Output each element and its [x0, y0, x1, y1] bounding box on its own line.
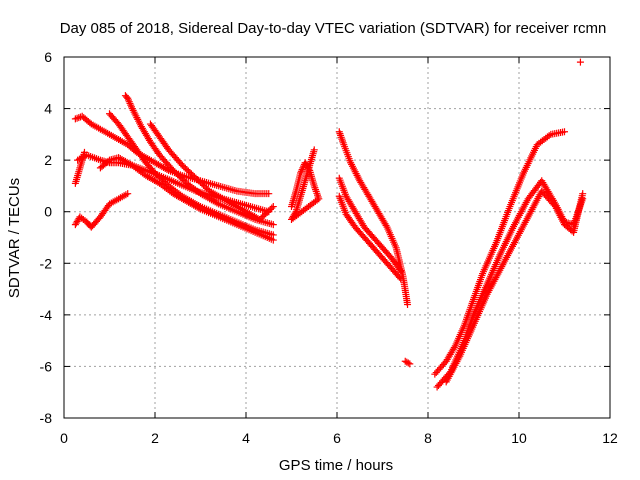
y-tick-label: 2 — [44, 152, 52, 168]
data-point — [269, 221, 277, 229]
data-point — [126, 99, 134, 107]
series-arc-8 — [146, 120, 277, 223]
x-tick-label: 2 — [151, 430, 159, 446]
data-point — [310, 146, 318, 154]
y-tick-label: 0 — [44, 204, 52, 220]
x-axis-label: GPS time / hours — [279, 457, 393, 474]
series-arc-11 — [335, 174, 405, 275]
data-point — [195, 204, 203, 212]
data-point — [382, 221, 390, 229]
x-tick-label: 0 — [60, 430, 68, 446]
data-points — [71, 58, 587, 391]
series-arc-2 — [74, 151, 273, 216]
y-tick-label: 4 — [44, 101, 52, 117]
data-point — [576, 58, 584, 66]
data-point — [269, 236, 277, 244]
data-point — [80, 148, 88, 156]
chart-title: Day 085 of 2018, Sidereal Day-to-day VTE… — [60, 20, 607, 37]
y-tick-label: -8 — [40, 410, 53, 426]
data-point — [269, 203, 277, 211]
data-point — [406, 360, 414, 368]
x-tick-label: 10 — [511, 430, 527, 446]
series-outlier — [576, 58, 584, 66]
data-point — [297, 169, 305, 177]
data-point — [401, 357, 409, 365]
data-point — [195, 188, 203, 196]
data-point — [395, 273, 403, 281]
x-tick-label: 6 — [333, 430, 341, 446]
data-point — [73, 114, 81, 122]
y-tick-label: -2 — [40, 255, 53, 271]
data-point — [397, 275, 405, 283]
x-tick-label: 4 — [242, 430, 250, 446]
data-point — [76, 113, 84, 121]
series-arc-10 — [335, 128, 412, 309]
data-point — [397, 267, 405, 275]
series-arc-14 — [431, 128, 568, 378]
data-point — [298, 166, 306, 174]
y-tick-label: -6 — [40, 358, 53, 374]
data-point — [403, 358, 411, 366]
data-point — [297, 167, 305, 175]
series-arc-13 — [401, 357, 414, 368]
x-tick-label: 8 — [424, 430, 432, 446]
data-point — [127, 101, 135, 109]
data-point — [450, 344, 458, 352]
grid — [64, 57, 610, 418]
y-tick-label: 6 — [44, 49, 52, 65]
y-axis-label: SDTVAR / TECUs — [6, 178, 23, 298]
series-arc-9 — [288, 146, 323, 223]
data-point — [545, 132, 553, 140]
data-point — [124, 190, 132, 198]
data-point — [268, 204, 276, 212]
data-point — [404, 301, 412, 309]
data-point — [291, 209, 299, 217]
series-arc-16 — [442, 187, 587, 386]
x-tick-label: 12 — [602, 430, 618, 446]
data-point — [404, 359, 412, 367]
series-arc-4 — [71, 190, 132, 231]
series-arc-7 — [96, 154, 277, 244]
data-point — [127, 103, 135, 111]
series-arc-3 — [71, 148, 88, 187]
y-axis: -8 -6 -4 -2 0 2 4 6 — [40, 49, 610, 426]
series-arc-12 — [335, 192, 405, 283]
data-point — [561, 128, 568, 136]
data-point — [124, 94, 132, 102]
x-axis: 0 2 4 6 8 10 12 — [60, 57, 618, 446]
data-point — [579, 190, 587, 198]
data-point — [71, 115, 79, 123]
data-point — [396, 265, 404, 273]
y-tick-label: -4 — [40, 307, 53, 323]
data-point — [124, 96, 132, 104]
data-point — [125, 98, 133, 106]
data-point — [265, 190, 273, 198]
